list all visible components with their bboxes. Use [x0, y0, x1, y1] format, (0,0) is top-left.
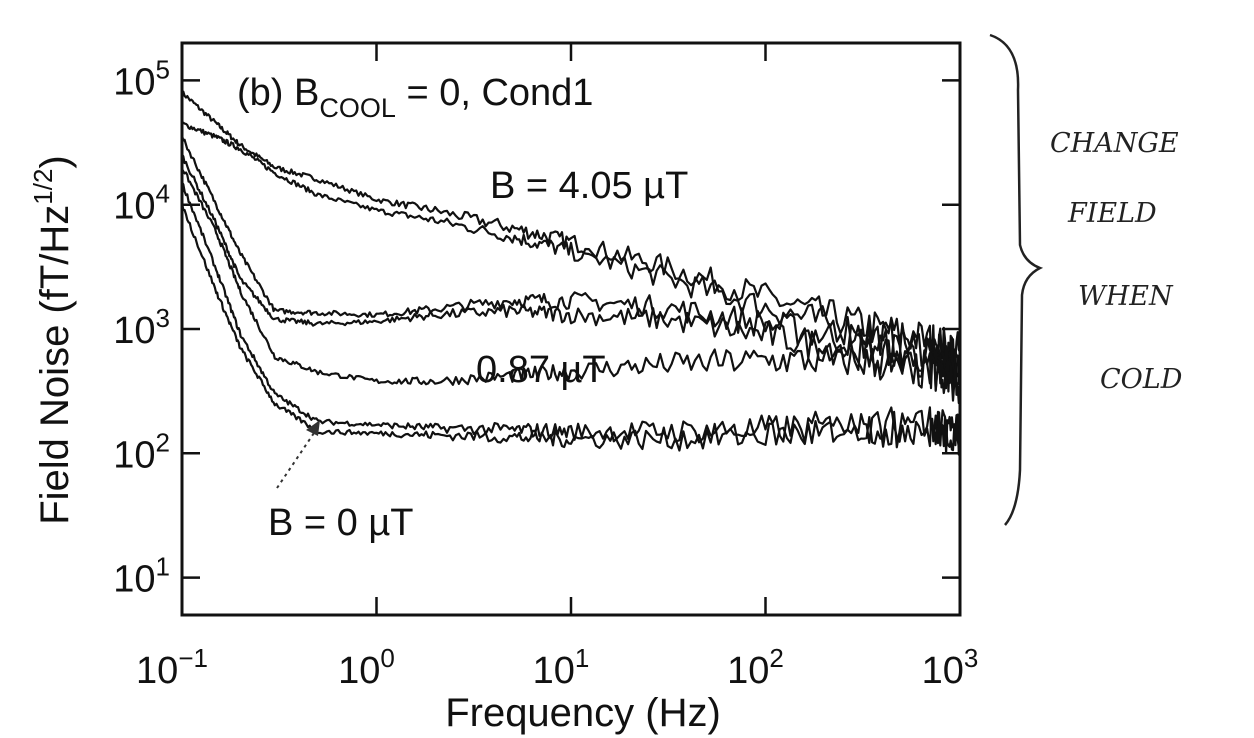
chart-title: (b) BCOOL = 0, Cond1	[237, 72, 593, 123]
annotation-arrow-line	[276, 423, 321, 489]
series-line	[180, 202, 962, 455]
series-line	[181, 168, 962, 405]
x-tick-label: 102	[727, 643, 784, 692]
handwritten-note-line-2: FIELD	[1067, 198, 1157, 229]
series-line	[181, 181, 962, 456]
series-line	[180, 90, 961, 370]
y-axis-title: Field Noise (fT/Hz1/2)	[28, 155, 77, 525]
y-tick-label: 101	[113, 552, 170, 601]
annotation-arrow-head	[306, 420, 320, 436]
series-line	[181, 121, 962, 378]
x-tick-label: 101	[533, 643, 590, 692]
annotation-0: B = 0 µT	[268, 502, 413, 544]
x-axis-title: Frequency (Hz)	[445, 691, 721, 735]
brace-icon	[989, 33, 1044, 526]
annotation-4-05: B = 4.05 µT	[490, 165, 688, 207]
x-tick-label: 103	[922, 643, 979, 692]
curves-layer	[180, 90, 962, 456]
x-tick-label: 100	[338, 643, 395, 692]
ticks-layer: 10−1 100 101 102 103 101 102 103 104 105	[113, 43, 978, 692]
y-tick-label: 103	[113, 303, 170, 352]
y-tick-label: 102	[113, 427, 170, 476]
y-tick-label: 104	[113, 179, 170, 228]
y-tick-label: 105	[113, 54, 170, 103]
handwritten-note-line-1: CHANGE	[1050, 128, 1179, 159]
handwritten-note-line-3: WHEN	[1078, 281, 1174, 312]
handwritten-note-line-4: COLD	[1100, 364, 1183, 395]
series-line	[180, 135, 962, 385]
x-tick-label: 10−1	[136, 643, 208, 692]
annotation-0-87: 0.87 µT	[476, 349, 606, 391]
